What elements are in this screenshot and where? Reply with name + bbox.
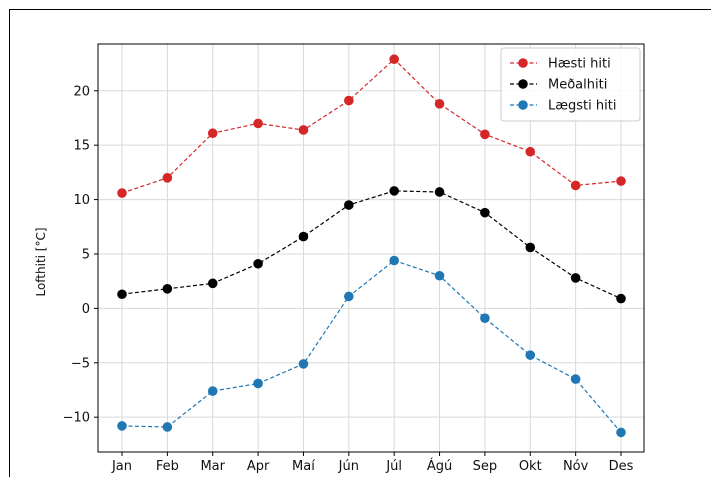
legend: Hæsti hiti Meðalhiti Lægsti hiti [500, 47, 641, 122]
x-axis: Jan Feb Mar Apr Maí Jún Júl Ágú Sep Okt Nóv Des [111, 452, 634, 474]
legend-entry: Lægsti hiti [510, 99, 616, 114]
figure-frame [9, 9, 711, 477]
data-point [616, 176, 626, 186]
legend-label: Hæsti hiti [548, 57, 611, 72]
x-tick-label: Maí [292, 459, 315, 474]
y-axis: −10 −5 0 5 10 15 20 [63, 84, 98, 426]
x-tick-label: Mar [200, 459, 225, 474]
data-point [389, 255, 399, 266]
data-point [480, 129, 490, 140]
data-point [207, 128, 218, 139]
legend-marker [518, 58, 528, 68]
series-line [121, 259, 622, 433]
data-point [253, 118, 263, 129]
data-point [344, 200, 354, 210]
data-point [570, 273, 581, 283]
data-point [616, 293, 626, 304]
y-tick-label: 15 [73, 139, 90, 154]
series-line [121, 58, 622, 194]
x-tick-label: Sep [473, 459, 498, 474]
data-point [117, 421, 127, 431]
x-tick-label: Okt [519, 459, 542, 474]
data-point [344, 291, 354, 302]
plot-area [97, 43, 645, 453]
y-tick-label: −10 [63, 411, 90, 426]
x-tick-label: Des [609, 459, 634, 474]
data-point [344, 95, 354, 106]
data-point [480, 313, 490, 323]
data-point [298, 125, 309, 135]
data-point [298, 231, 309, 242]
data-point [525, 242, 536, 253]
legend-marker [518, 100, 528, 110]
x-tick-label: Feb [156, 459, 179, 474]
data-point [298, 359, 309, 369]
data-point [389, 186, 399, 196]
data-point [570, 180, 581, 191]
x-tick-label: Júl [385, 459, 402, 474]
legend-box [500, 47, 641, 122]
data-point [434, 99, 445, 109]
data-point [616, 427, 626, 438]
x-tick-label: Ágú [427, 458, 452, 474]
y-tick-label: 0 [82, 302, 90, 317]
x-tick-label: Jún [338, 459, 359, 474]
grid [98, 44, 644, 452]
y-tick-label: 5 [82, 247, 90, 262]
legend-entry: Hæsti hiti [510, 57, 611, 72]
data-point [117, 188, 127, 198]
y-tick-label: −5 [71, 356, 90, 371]
legend-entry: Meðalhiti [510, 78, 607, 93]
data-point [570, 374, 581, 384]
series-1 [117, 54, 626, 198]
data-point [253, 378, 263, 389]
data-point [434, 270, 445, 281]
series [117, 54, 626, 438]
series-line [121, 190, 622, 300]
data-point [207, 386, 218, 396]
legend-label: Lægsti hiti [548, 99, 616, 114]
data-point [434, 187, 445, 197]
legend-marker [518, 79, 528, 89]
x-tick-label: Apr [247, 459, 270, 474]
data-point [480, 207, 490, 218]
data-point [253, 258, 263, 269]
x-tick-label: Jan [111, 459, 132, 474]
y-tick-label: 10 [73, 193, 90, 208]
x-tick-label: Nóv [563, 459, 589, 474]
y-tick-label: 20 [73, 84, 90, 99]
data-point [525, 350, 536, 360]
legend-label: Meðalhiti [548, 78, 607, 93]
y-axis-label: Lofthiti [°C] [34, 227, 48, 296]
data-point [389, 54, 399, 65]
data-point [117, 289, 127, 300]
series-2 [117, 186, 626, 304]
data-point [162, 422, 173, 432]
series-3 [117, 255, 626, 438]
data-point [162, 284, 173, 294]
data-point [525, 146, 536, 157]
data-point [162, 173, 173, 183]
data-point [207, 278, 218, 289]
